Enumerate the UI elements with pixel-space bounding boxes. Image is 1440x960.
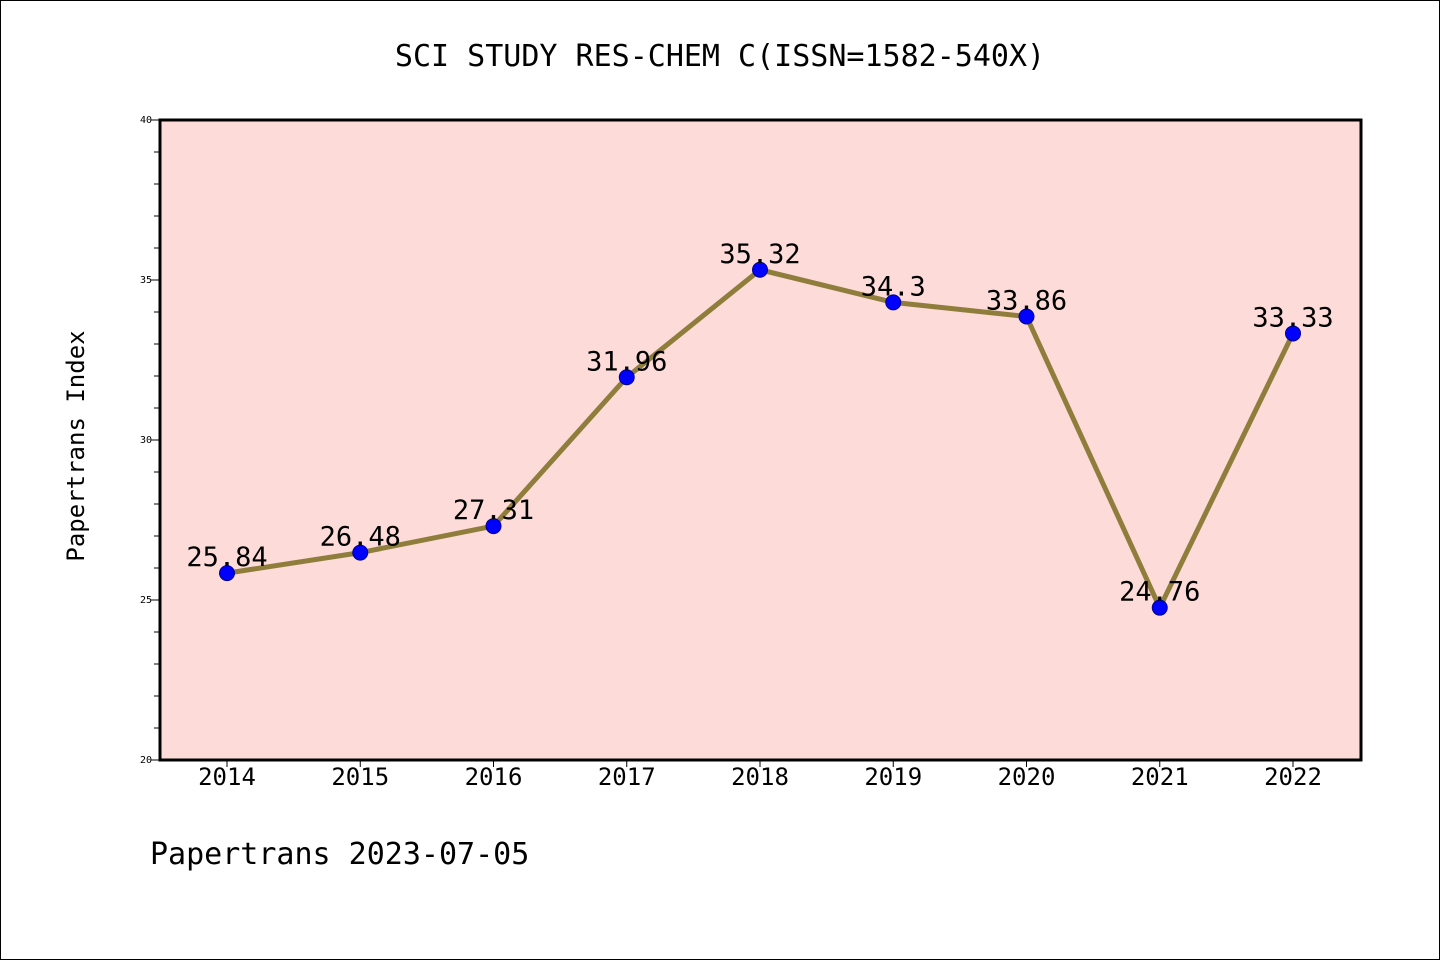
data-point: [752, 261, 768, 278]
data-point: [1151, 599, 1168, 616]
x-tick-label: 2022: [1264, 763, 1322, 791]
footer-text: Papertrans 2023-07-05: [150, 837, 529, 872]
data-label: 34.3: [861, 271, 926, 302]
data-point: [485, 518, 502, 535]
data-point: [219, 565, 235, 582]
x-tick-label: 2015: [331, 763, 389, 791]
x-tick-label: 2017: [598, 763, 656, 791]
y-tick-label: 35: [140, 275, 152, 286]
x-tick-label: 2019: [864, 763, 922, 791]
data-label: 24.76: [1119, 577, 1200, 608]
y-axis: 20 25 30 35 40: [140, 115, 160, 766]
series-layer: [219, 261, 1301, 616]
data-point: [618, 369, 635, 386]
data-point: [1018, 308, 1035, 325]
data-point: [885, 294, 902, 311]
data-point: [352, 544, 369, 561]
x-tick-label: 2014: [198, 763, 256, 791]
y-tick-label: 20: [140, 755, 152, 766]
plot-area: [158, 118, 1363, 762]
data-label: 33.33: [1252, 302, 1333, 333]
y-tick-label: 30: [140, 435, 152, 446]
data-label: 25.84: [186, 542, 267, 573]
x-axis: 2014 2015 2016 2017 2018 2019 2020 2021 2022: [198, 760, 1322, 791]
x-tick-label: 2016: [465, 763, 523, 791]
x-tick-label: 2020: [998, 763, 1056, 791]
y-tick-label: 40: [140, 115, 152, 126]
data-label: 35.32: [719, 239, 800, 270]
x-tick-label: 2018: [731, 763, 789, 791]
x-tick-label: 2021: [1131, 763, 1189, 791]
data-point: [1285, 325, 1301, 342]
data-label: 27.31: [453, 495, 534, 526]
data-labels: 25.84 26.48 27.31 31.96 35.32 34.3 33.86 24.76 3…: [186, 239, 1333, 608]
y-axis-label: Papertrans Index: [62, 330, 90, 561]
chart-title: SCI STUDY RES-CHEM C(ISSN=1582-540X): [395, 39, 1045, 74]
y-tick-label: 25: [140, 595, 152, 606]
data-label: 31.96: [586, 346, 667, 377]
data-label: 33.86: [986, 285, 1067, 316]
data-label: 26.48: [320, 522, 401, 553]
